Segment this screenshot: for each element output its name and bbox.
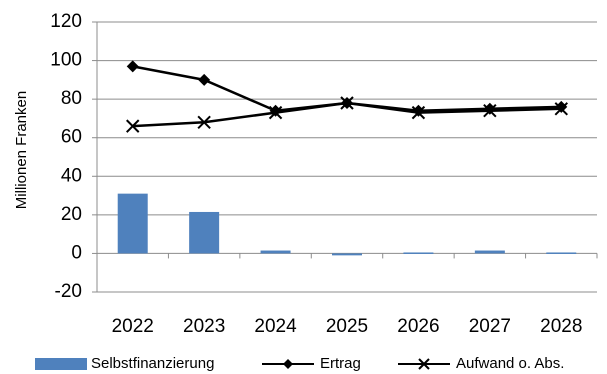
data-point-diamond xyxy=(269,104,282,117)
x-tick-labels: 2022 2023 2024 2025 2026 2027 2028 xyxy=(112,316,583,337)
data-point-diamond xyxy=(126,60,139,73)
y-tick-label: 100 xyxy=(50,50,82,71)
x-tick-label: 2027 xyxy=(469,316,511,337)
y-tick-label: 60 xyxy=(61,127,82,148)
legend-marker-x xyxy=(418,358,430,370)
marker-stroke xyxy=(197,115,211,129)
y-tick-label: 0 xyxy=(71,242,82,263)
bar-2026 xyxy=(403,252,434,254)
data-point-x xyxy=(411,105,426,120)
bar-2022 xyxy=(117,193,148,254)
marker-stroke xyxy=(268,105,283,120)
data-point-x xyxy=(268,105,283,120)
data-point-x xyxy=(340,96,354,110)
y-tick-labels: -20 0 20 40 60 80 100 120 xyxy=(50,11,82,302)
bar-series xyxy=(117,193,577,256)
bar-2025 xyxy=(332,253,362,256)
axes xyxy=(92,21,598,293)
data-point-diamond xyxy=(555,100,568,113)
legend-swatch-bar xyxy=(35,358,87,370)
legend: Selbstfinanzierung Ertrag Aufwand o. Abs. xyxy=(35,355,564,372)
y-tick-label: 20 xyxy=(61,204,82,225)
bar-2027 xyxy=(474,250,505,254)
data-point-diamond xyxy=(483,102,496,115)
bar-2028 xyxy=(546,252,577,254)
bar-2024 xyxy=(260,250,291,254)
bar-2023 xyxy=(189,211,220,254)
data-point-x xyxy=(197,115,211,129)
data-point-x xyxy=(554,102,568,116)
marker-stroke xyxy=(411,105,426,120)
line-series xyxy=(126,60,568,133)
y-axis-label: Millionen Franken xyxy=(13,91,30,209)
x-tick-label: 2024 xyxy=(254,316,297,337)
x-tick-label: 2025 xyxy=(326,316,368,337)
gridlines xyxy=(97,21,597,293)
marker-stroke xyxy=(340,96,354,110)
data-point-diamond xyxy=(412,104,425,117)
y-tick-label: 120 xyxy=(50,11,82,32)
data-point-x xyxy=(126,119,140,133)
y-tick-label: -20 xyxy=(55,281,82,302)
legend-label: Ertrag xyxy=(320,355,361,372)
x-tick-label: 2023 xyxy=(183,316,225,337)
x-tick-label: 2022 xyxy=(112,316,154,337)
y-tick-label: 40 xyxy=(61,165,82,186)
data-point-diamond xyxy=(198,73,211,86)
legend-label: Selbstfinanzierung xyxy=(91,355,214,372)
x-tick-label: 2028 xyxy=(540,316,582,337)
y-tick-label: 80 xyxy=(61,88,82,109)
marker-stroke xyxy=(126,119,140,133)
marker-stroke xyxy=(554,102,568,116)
legend-marker-diamond xyxy=(283,359,293,369)
data-point-x xyxy=(483,104,497,118)
marker-stroke xyxy=(483,104,497,118)
legend-label: Aufwand o. Abs. xyxy=(456,355,564,372)
x-tick-label: 2026 xyxy=(397,316,439,337)
